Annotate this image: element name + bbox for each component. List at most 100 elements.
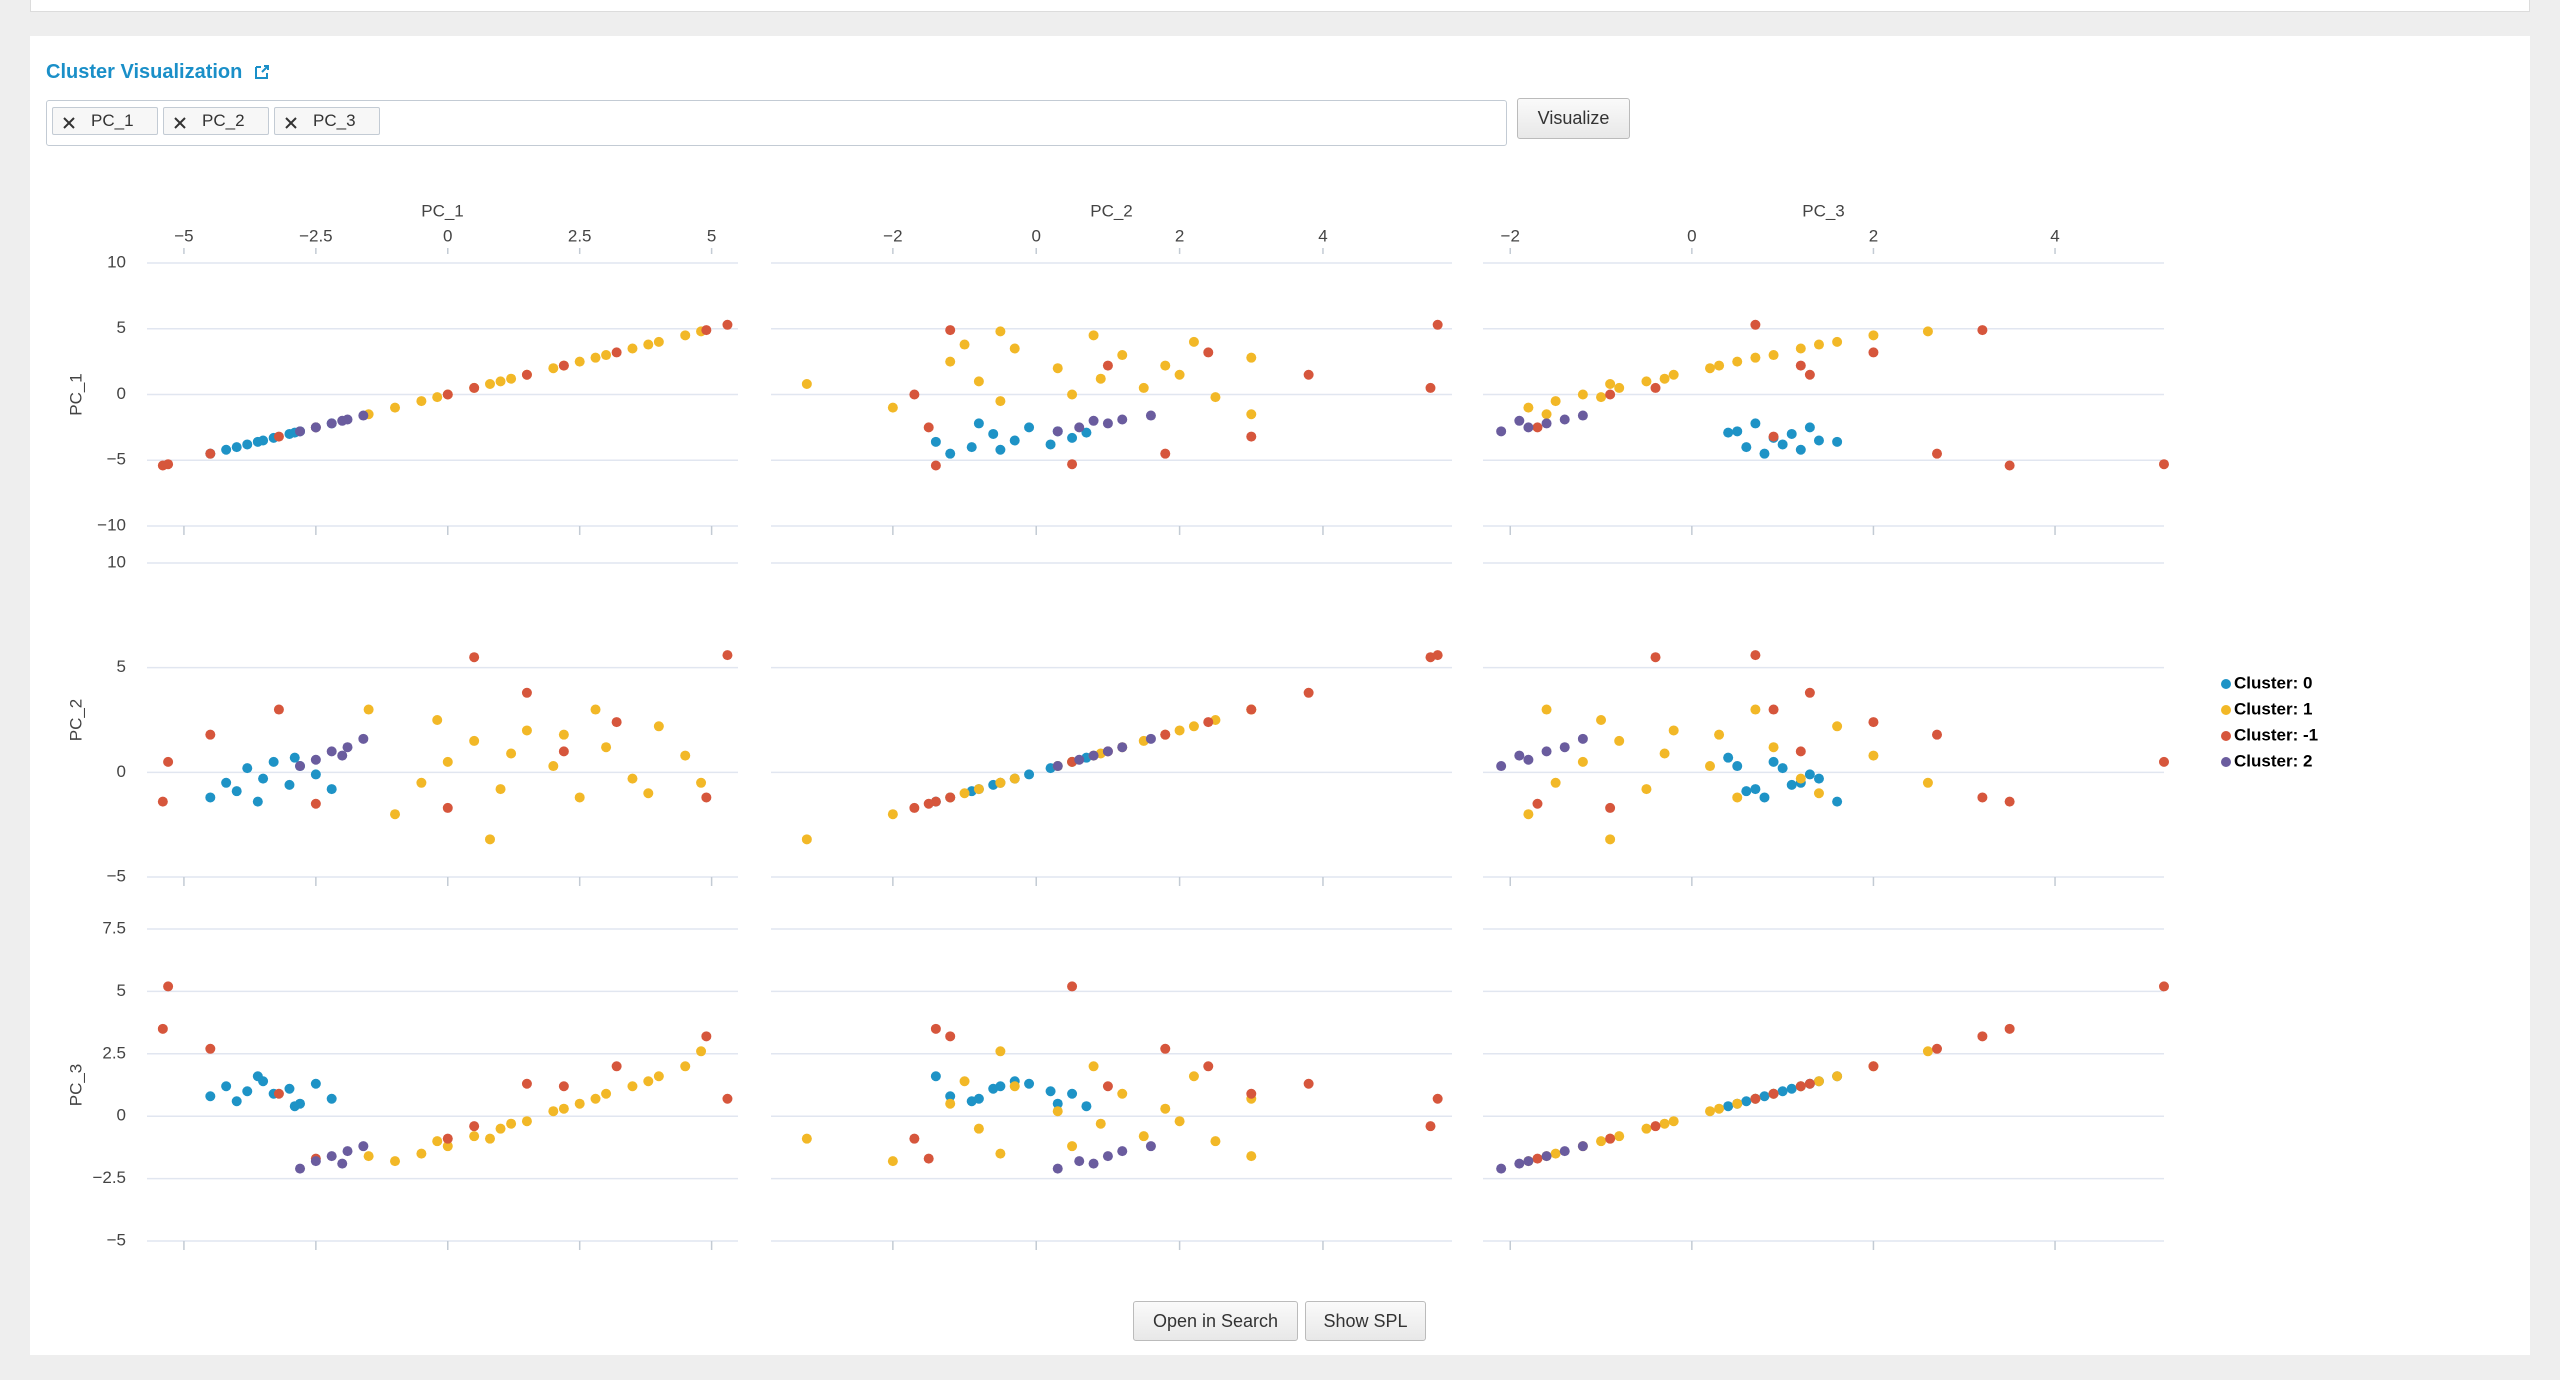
legend-marker [2221, 679, 2231, 689]
point [590, 704, 601, 715]
panel-title[interactable]: Cluster Visualization [46, 61, 243, 83]
point [1804, 1078, 1815, 1089]
point [1659, 748, 1670, 759]
point [205, 729, 216, 740]
point [1804, 769, 1815, 780]
point [1922, 326, 1933, 337]
point [484, 834, 495, 845]
point [558, 729, 569, 740]
legend-marker [2221, 731, 2231, 741]
point [1052, 1106, 1063, 1117]
point [1160, 1043, 1171, 1054]
field-input[interactable]: PC_1 PC_2 PC_3 [46, 100, 1507, 146]
point [1102, 1151, 1113, 1162]
point [1045, 1086, 1056, 1097]
point [627, 1081, 638, 1092]
point [205, 1043, 216, 1054]
y-tick-label: 5 [117, 657, 126, 676]
point [1117, 742, 1128, 753]
point [1723, 427, 1734, 438]
point [696, 777, 707, 788]
point [205, 1091, 216, 1102]
point [945, 448, 956, 459]
point [1160, 1103, 1171, 1114]
point [252, 796, 263, 807]
remove-icon[interactable] [63, 117, 75, 129]
point [959, 1076, 970, 1087]
y-tick-label: −10 [97, 515, 126, 534]
remove-icon[interactable] [285, 117, 297, 129]
point [722, 319, 733, 330]
point [988, 428, 999, 439]
point [1024, 769, 1035, 780]
point [1741, 1096, 1752, 1107]
point [390, 809, 401, 820]
x-tick-label: 0 [1687, 226, 1696, 245]
point [1067, 389, 1078, 400]
point [163, 981, 174, 992]
point [2159, 459, 2169, 470]
point [548, 363, 559, 374]
point [680, 750, 691, 761]
point [1541, 418, 1552, 429]
point [548, 761, 559, 772]
point [337, 750, 348, 761]
point [1596, 392, 1607, 403]
point [1577, 389, 1588, 400]
point [1095, 1118, 1106, 1129]
point [643, 339, 654, 350]
field-token[interactable]: PC_3 [274, 107, 380, 135]
legend-label: Cluster: 1 [2234, 699, 2312, 718]
point [1932, 1043, 1942, 1054]
x-tick-label: 2 [1175, 226, 1184, 245]
point [653, 721, 664, 732]
external-link-icon[interactable] [254, 64, 270, 80]
point [1024, 1078, 1035, 1089]
field-token[interactable]: PC_1 [52, 107, 158, 135]
point [1641, 1123, 1652, 1134]
row-label: PC_2 [66, 699, 85, 742]
point [258, 773, 269, 784]
point [231, 1096, 242, 1107]
point [1641, 376, 1652, 387]
y-tick-label: 10 [107, 552, 126, 571]
point [1067, 432, 1078, 443]
point [163, 459, 174, 470]
point [1786, 428, 1797, 439]
field-token[interactable]: PC_2 [163, 107, 269, 135]
point [1188, 336, 1199, 347]
point [1614, 1131, 1625, 1142]
point [1741, 786, 1752, 797]
point [1550, 1148, 1561, 1159]
remove-icon[interactable] [174, 117, 186, 129]
point [1088, 1158, 1099, 1169]
open-in-search-button[interactable]: Open in Search [1133, 1301, 1298, 1341]
point [995, 396, 1006, 407]
point [1832, 1071, 1843, 1082]
point [1160, 729, 1171, 740]
x-tick-label: 2.5 [568, 226, 592, 245]
point [558, 1081, 569, 1092]
point [574, 1098, 585, 1109]
legend-marker [2221, 757, 2231, 767]
point [722, 1093, 733, 1104]
point [1024, 422, 1035, 433]
point [1714, 360, 1725, 371]
point [469, 382, 480, 393]
point [558, 360, 569, 371]
point [1009, 343, 1020, 354]
point [242, 1086, 253, 1097]
point [1009, 435, 1020, 446]
point [701, 792, 712, 803]
point [1650, 382, 1661, 393]
point [1614, 382, 1625, 393]
point [995, 1148, 1006, 1159]
point [923, 422, 934, 433]
x-tick-label: 4 [2050, 226, 2059, 245]
visualize-button[interactable]: Visualize [1517, 98, 1630, 139]
x-tick-label: 2 [1869, 226, 1878, 245]
show-spl-button[interactable]: Show SPL [1305, 1301, 1426, 1341]
point [1052, 761, 1063, 772]
point [1804, 687, 1815, 698]
